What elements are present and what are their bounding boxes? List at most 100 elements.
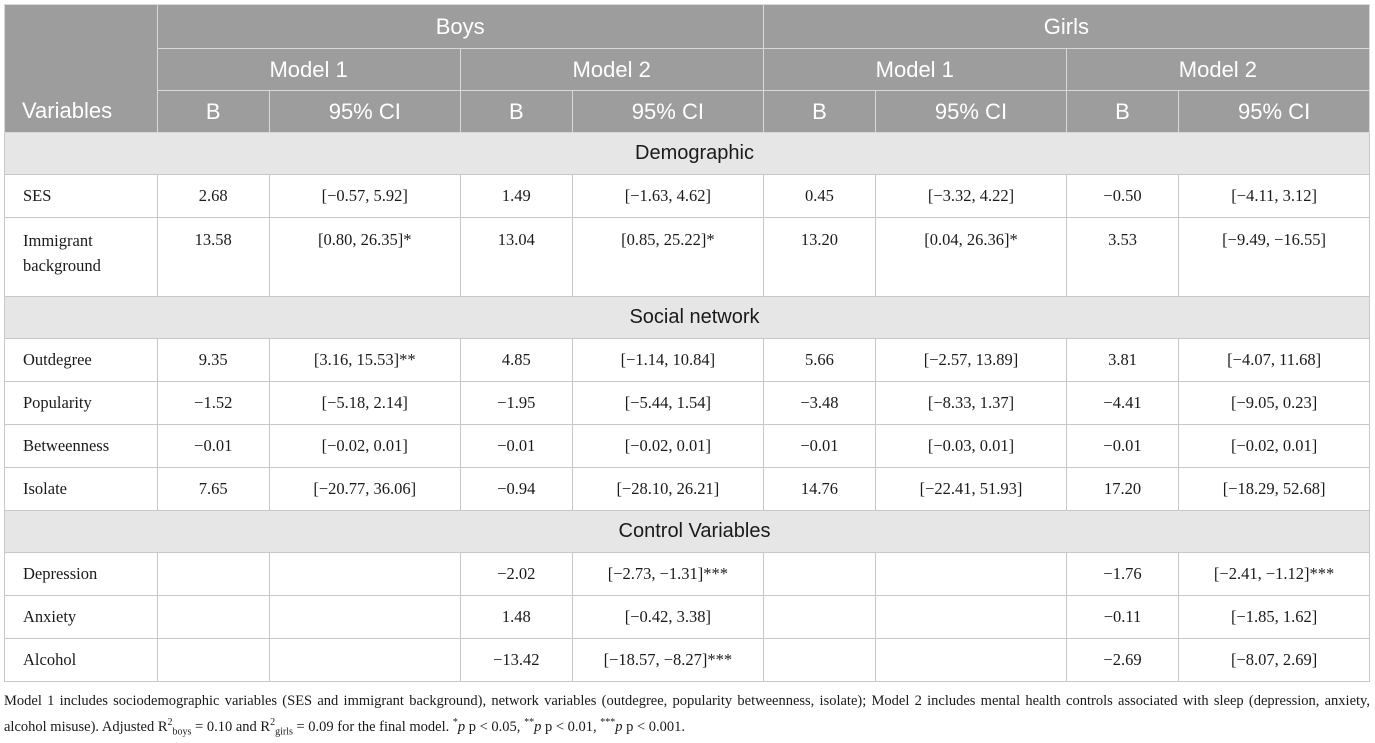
footnote-text: p < 0.05,: [468, 718, 525, 735]
ci-header: 95% CI: [572, 90, 764, 133]
ci-cell: [−18.57, −8.27]***: [572, 638, 764, 682]
section-row: Control Variables: [4, 510, 1370, 553]
ci-cell: [−28.10, 26.21]: [572, 467, 764, 511]
group-header-boys: Boys: [156, 4, 764, 49]
row-label: Popularity: [4, 381, 158, 425]
table-row: Immigrant background 13.58 [0.80, 26.35]* 1…: [4, 217, 1370, 297]
ci-cell: [−0.57, 5.92]: [268, 174, 461, 218]
ci-cell: [−22.41, 51.93]: [875, 467, 1067, 511]
ci-cell: [−8.33, 1.37]: [875, 381, 1067, 425]
ci-cell: [268, 595, 461, 639]
ci-cell: [−0.03, 0.01]: [875, 424, 1067, 468]
ci-cell: [3.16, 15.53]**: [268, 338, 461, 382]
model-header: Model 2: [1065, 48, 1371, 91]
row-label: Betweenness: [4, 424, 158, 468]
coefficient-cell: 3.81: [1065, 338, 1180, 382]
table-row: Outdegree 9.35 [3.16, 15.53]** 4.85 [−1.14, …: [4, 338, 1370, 382]
footnote-text: p < 0.001.: [626, 718, 686, 735]
coefficient-cell: −1.52: [156, 381, 270, 425]
p-symbol: p: [615, 718, 623, 735]
variables-header-label: Variables: [22, 98, 113, 123]
coefficient-cell: −1.76: [1065, 552, 1180, 596]
coefficient-cell: −13.42: [459, 638, 574, 682]
table-container: Variables Boys Girls Model 1 Model 2 Mod…: [4, 4, 1371, 743]
significance-marker: ***: [600, 717, 616, 728]
coefficient-cell: −4.41: [1065, 381, 1180, 425]
subscript-girls: girls: [275, 726, 293, 738]
footnote-text: p < 0.01,: [544, 718, 601, 735]
section-title: Social network: [4, 296, 1370, 339]
ci-cell: [−1.14, 10.84]: [572, 338, 764, 382]
row-label: Outdegree: [4, 338, 158, 382]
ci-cell: [−0.02, 0.01]: [1178, 424, 1370, 468]
coefficient-cell: [762, 552, 877, 596]
coefficient-cell: −0.01: [762, 424, 877, 468]
coefficient-cell: −1.95: [459, 381, 574, 425]
coefficient-cell: 14.76: [762, 467, 877, 511]
model-header: Model 2: [459, 48, 764, 91]
ci-cell: [−4.11, 3.12]: [1178, 174, 1370, 218]
b-header: B: [1065, 90, 1180, 133]
table-row: Popularity −1.52 [−5.18, 2.14] −1.95 [−5.44,…: [4, 381, 1370, 425]
ci-cell: [−1.85, 1.62]: [1178, 595, 1370, 639]
row-label: Depression: [4, 552, 158, 596]
coefficient-cell: 3.53: [1065, 217, 1180, 297]
ci-cell: [−4.07, 11.68]: [1178, 338, 1370, 382]
coefficient-cell: 1.48: [459, 595, 574, 639]
superscript: 2: [167, 717, 173, 728]
table-header: Variables Boys Girls Model 1 Model 2 Mod…: [4, 4, 1371, 133]
ci-cell: [−5.18, 2.14]: [268, 381, 461, 425]
footnote-text: = 0.09 for the final model.: [292, 718, 453, 735]
ci-cell: [−9.05, 0.23]: [1178, 381, 1370, 425]
ci-header: 95% CI: [875, 90, 1067, 133]
ci-cell: [0.85, 25.22]*: [572, 217, 764, 297]
coefficient-cell: 7.65: [156, 467, 270, 511]
row-label: Anxiety: [4, 595, 158, 639]
row-label: Alcohol: [4, 638, 158, 682]
p-symbol: p: [457, 718, 466, 735]
table-footnote: Model 1 includes sociodemographic variab…: [4, 691, 1370, 743]
ci-header: 95% CI: [1178, 90, 1370, 133]
footnote-text: = 0.10 and R: [191, 718, 271, 735]
section-title: Demographic: [4, 132, 1370, 175]
coefficient-cell: 13.58: [156, 217, 270, 297]
ci-cell: [268, 638, 461, 682]
row-label: SES: [4, 174, 158, 218]
coefficient-cell: −3.48: [762, 381, 877, 425]
section-row: Demographic: [4, 132, 1370, 175]
coefficient-cell: 0.45: [762, 174, 877, 218]
table-row: Alcohol −13.42 [−18.57, −8.27]*** −2.69 [−8.…: [4, 638, 1370, 682]
ci-header: 95% CI: [268, 90, 461, 133]
ci-cell: [268, 552, 461, 596]
ci-cell: [−0.02, 0.01]: [572, 424, 764, 468]
b-header: B: [156, 90, 270, 133]
coefficient-cell: 4.85: [459, 338, 574, 382]
ci-cell: [−0.02, 0.01]: [268, 424, 461, 468]
ci-cell: [0.04, 26.36]*: [875, 217, 1067, 297]
row-label: Immigrant background: [4, 217, 158, 297]
coefficient-cell: 2.68: [156, 174, 270, 218]
footnote-text: associated with sleep (depression, anxie…: [4, 693, 1370, 735]
p-symbol: p: [534, 718, 542, 735]
ci-cell: [−9.49, −16.55]: [1178, 217, 1370, 297]
coefficient-cell: −0.50: [1065, 174, 1180, 218]
ci-cell: [−2.41, −1.12]***: [1178, 552, 1370, 596]
coefficient-cell: −2.69: [1065, 638, 1180, 682]
b-header: B: [459, 90, 574, 133]
coefficient-cell: −0.11: [1065, 595, 1180, 639]
coefficient-cell: 13.04: [459, 217, 574, 297]
coefficient-cell: −2.02: [459, 552, 574, 596]
ci-cell: [−1.63, 4.62]: [572, 174, 764, 218]
table-row: Depression −2.02 [−2.73, −1.31]*** −1.76 [−2…: [4, 552, 1370, 596]
section-row: Social network: [4, 296, 1370, 339]
row-label: Isolate: [4, 467, 158, 511]
table-row: Anxiety 1.48 [−0.42, 3.38] −0.11 [−1.85, 1.6…: [4, 595, 1370, 639]
model-header: Model 1: [762, 48, 1067, 91]
regression-table: Variables Boys Girls Model 1 Model 2 Mod…: [4, 4, 1371, 682]
significance-marker: **: [524, 717, 535, 728]
ci-cell: [−5.44, 1.54]: [572, 381, 764, 425]
coefficient-cell: 5.66: [762, 338, 877, 382]
coefficient-cell: −0.01: [156, 424, 270, 468]
ci-cell: [−2.73, −1.31]***: [572, 552, 764, 596]
section-title: Control Variables: [4, 510, 1370, 553]
